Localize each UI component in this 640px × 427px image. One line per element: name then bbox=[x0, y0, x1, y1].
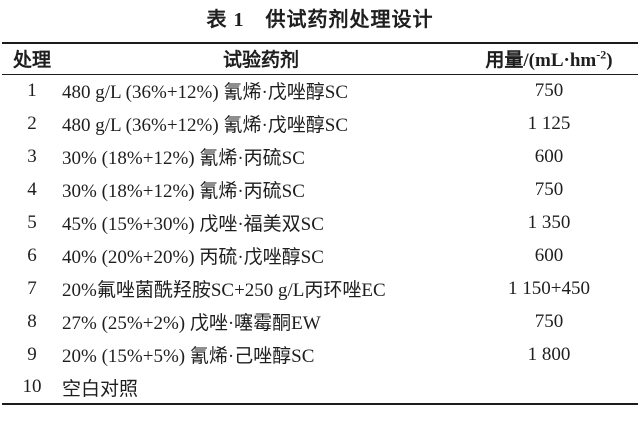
col-agent-header: 试验药剂 bbox=[222, 50, 299, 72]
table-row: 3 30% (18%+12%) 氰烯·丙硫SC 600 bbox=[2, 140, 638, 173]
treatment-number-cell: 8 bbox=[27, 310, 37, 332]
dosage-cell: 600 bbox=[534, 244, 564, 266]
dosage-cell: 750 bbox=[534, 178, 564, 200]
table-row: 7 20%氟唑菌酰羟胺SC+250 g/L丙环唑EC 1 150+450 bbox=[2, 272, 638, 305]
dosage-unit-prefix: 用量/(mL·hm bbox=[485, 50, 597, 72]
table-row: 5 45% (15%+30%) 戊唑·福美双SC 1 350 bbox=[2, 206, 638, 239]
agent-name-cell: 27% (25%+2%) 戊唑·噻霉酮EW bbox=[62, 313, 321, 334]
treatment-number-cell: 10 bbox=[22, 376, 42, 397]
agent-name-cell: 40% (20%+20%) 丙硫·戊唑醇SC bbox=[62, 247, 324, 268]
table-row: 9 20% (15%+5%) 氰烯·己唑醇SC 1 800 bbox=[2, 338, 638, 371]
agent-name-cell: 20% (15%+5%) 氰烯·己唑醇SC bbox=[62, 346, 315, 367]
treatments-table: 处理 试验药剂 用量/(mL·hm-2) 1 480 g/L (36%+12%)… bbox=[2, 42, 638, 405]
dosage-cell: 1 350 bbox=[527, 211, 571, 233]
treatment-number-cell: 7 bbox=[27, 277, 37, 299]
agent-name-cell: 480 g/L (36%+12%) 氰烯·戊唑醇SC bbox=[62, 82, 349, 104]
table-row: 2 480 g/L (36%+12%) 氰烯·戊唑醇SC 1 125 bbox=[2, 107, 638, 140]
treatment-number-cell: 3 bbox=[27, 145, 37, 167]
col-dosage-header: 用量/(mL·hm-2) bbox=[460, 43, 638, 74]
header-row: 处理 试验药剂 用量/(mL·hm-2) bbox=[2, 43, 638, 74]
dosage-cell: 1 125 bbox=[527, 112, 571, 134]
table-row: 8 27% (25%+2%) 戊唑·噻霉酮EW 750 bbox=[2, 305, 638, 338]
agent-name-cell: 480 g/L (36%+12%) 氰烯·戊唑醇SC bbox=[62, 115, 349, 136]
agent-name-cell: 30% (18%+12%) 氰烯·丙硫SC bbox=[62, 148, 305, 169]
treatment-number-cell: 4 bbox=[27, 178, 37, 200]
agent-name-cell: 20%氟唑菌酰羟胺SC+250 g/L丙环唑EC bbox=[62, 280, 386, 301]
table-row: 6 40% (20%+20%) 丙硫·戊唑醇SC 600 bbox=[2, 239, 638, 272]
treatment-number-cell: 5 bbox=[27, 211, 37, 233]
agent-name-cell: 30% (18%+12%) 氰烯·丙硫SC bbox=[62, 181, 305, 202]
agent-name-cell: 空白对照 bbox=[62, 378, 139, 400]
dosage-unit-suffix: ) bbox=[606, 50, 613, 72]
treatment-number-cell: 1 bbox=[27, 79, 37, 101]
dosage-cell: 600 bbox=[534, 145, 564, 167]
dosage-unit-superscript: -2 bbox=[596, 47, 607, 62]
dosage-cell: 750 bbox=[534, 79, 564, 101]
treatment-number-cell: 9 bbox=[27, 343, 37, 365]
table-row: 1 480 g/L (36%+12%) 氰烯·戊唑醇SC 750 bbox=[2, 74, 638, 107]
table-row: 4 30% (18%+12%) 氰烯·丙硫SC 750 bbox=[2, 173, 638, 206]
table-row: 10 空白对照 bbox=[2, 371, 638, 404]
dosage-cell bbox=[460, 371, 638, 404]
treatment-number-cell: 6 bbox=[27, 244, 37, 266]
col-treatment-header: 处理 bbox=[12, 50, 51, 72]
table-title: 表 1 供试药剂处理设计 bbox=[206, 9, 434, 31]
dosage-cell: 750 bbox=[534, 310, 564, 332]
agent-name-cell: 45% (15%+30%) 戊唑·福美双SC bbox=[62, 214, 324, 235]
dosage-cell: 1 150+450 bbox=[508, 277, 590, 299]
treatment-number-cell: 2 bbox=[27, 112, 37, 134]
dosage-cell: 1 800 bbox=[527, 343, 571, 365]
